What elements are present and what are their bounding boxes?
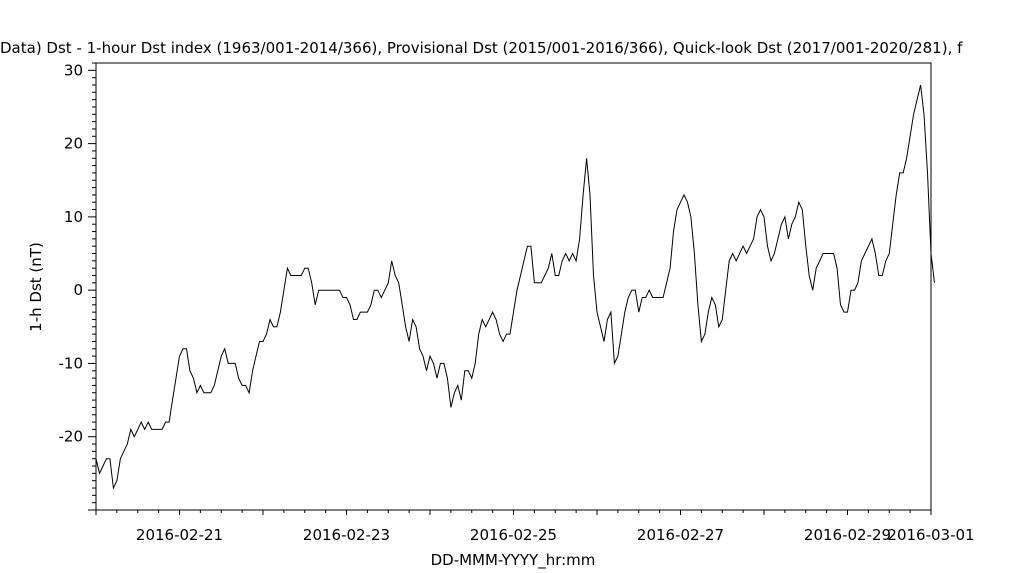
chart-title: Data) Dst - 1-hour Dst index (1963/001-2… [0, 39, 963, 57]
y-axis-label: 1-h Dst (nT) [27, 242, 45, 332]
x-axis-label: DD-MMM-YYYY_hr:mm [431, 551, 596, 570]
series-line-dst [95, 84, 935, 490]
plot-frame [95, 62, 932, 511]
x-tick-label: 2016-03-01 [887, 526, 974, 544]
x-tick-label: 2016-02-29 [804, 526, 891, 544]
x-tick-label: 2016-02-23 [303, 526, 390, 544]
x-tick-label: 2016-02-25 [470, 526, 557, 544]
x-tick-label: 2016-02-27 [637, 526, 724, 544]
y-tick-label: 30 [64, 61, 83, 79]
y-tick-label: -20 [59, 428, 84, 446]
x-axis: 2016-02-21 2016-02-23 2016-02-25 2016-02-27… [95, 510, 975, 544]
y-axis: 30 20 10 0 -10 -20 [59, 61, 96, 511]
y-tick-label: -10 [59, 354, 84, 372]
y-tick-label: 10 [64, 208, 83, 226]
y-tick-label: 0 [73, 281, 83, 299]
x-tick-label: 2016-02-21 [136, 526, 223, 544]
y-tick-label: 20 [64, 135, 83, 153]
